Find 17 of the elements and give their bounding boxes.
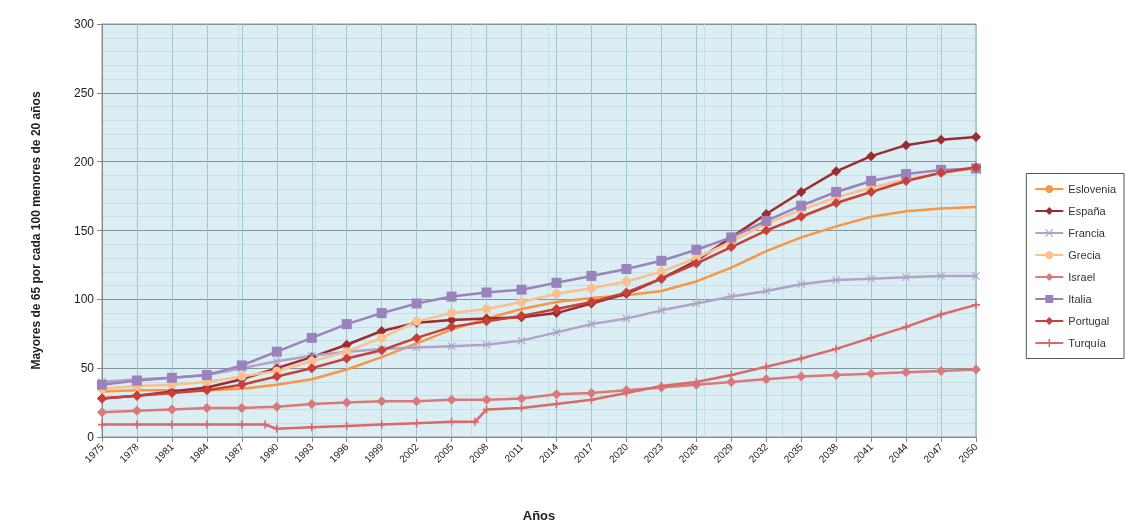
legend-label: Turquía xyxy=(1068,337,1107,349)
y-tick-label: 250 xyxy=(73,85,95,100)
legend-label: España xyxy=(1068,205,1107,217)
x-axis-title: Años xyxy=(522,508,556,523)
legend-label: Italia xyxy=(1068,293,1093,305)
legend-label: Israel xyxy=(1068,271,1096,283)
y-tick-label: 100 xyxy=(73,292,95,307)
y-tick-label: 150 xyxy=(73,223,95,238)
y-tick-label: 50 xyxy=(80,361,95,376)
legend-label: Francia xyxy=(1068,227,1106,239)
legend-label: Portugal xyxy=(1068,315,1110,327)
y-tick-label: 0 xyxy=(87,430,95,444)
y-tick-label: 200 xyxy=(73,154,95,169)
y-tick-label: 300 xyxy=(73,17,95,31)
legend-label: Eslovenia xyxy=(1068,183,1117,195)
y-axis-title: Mayores de 65 por cada 100 menores de 20 años xyxy=(29,91,43,370)
legend-label: Grecia xyxy=(1068,249,1102,261)
